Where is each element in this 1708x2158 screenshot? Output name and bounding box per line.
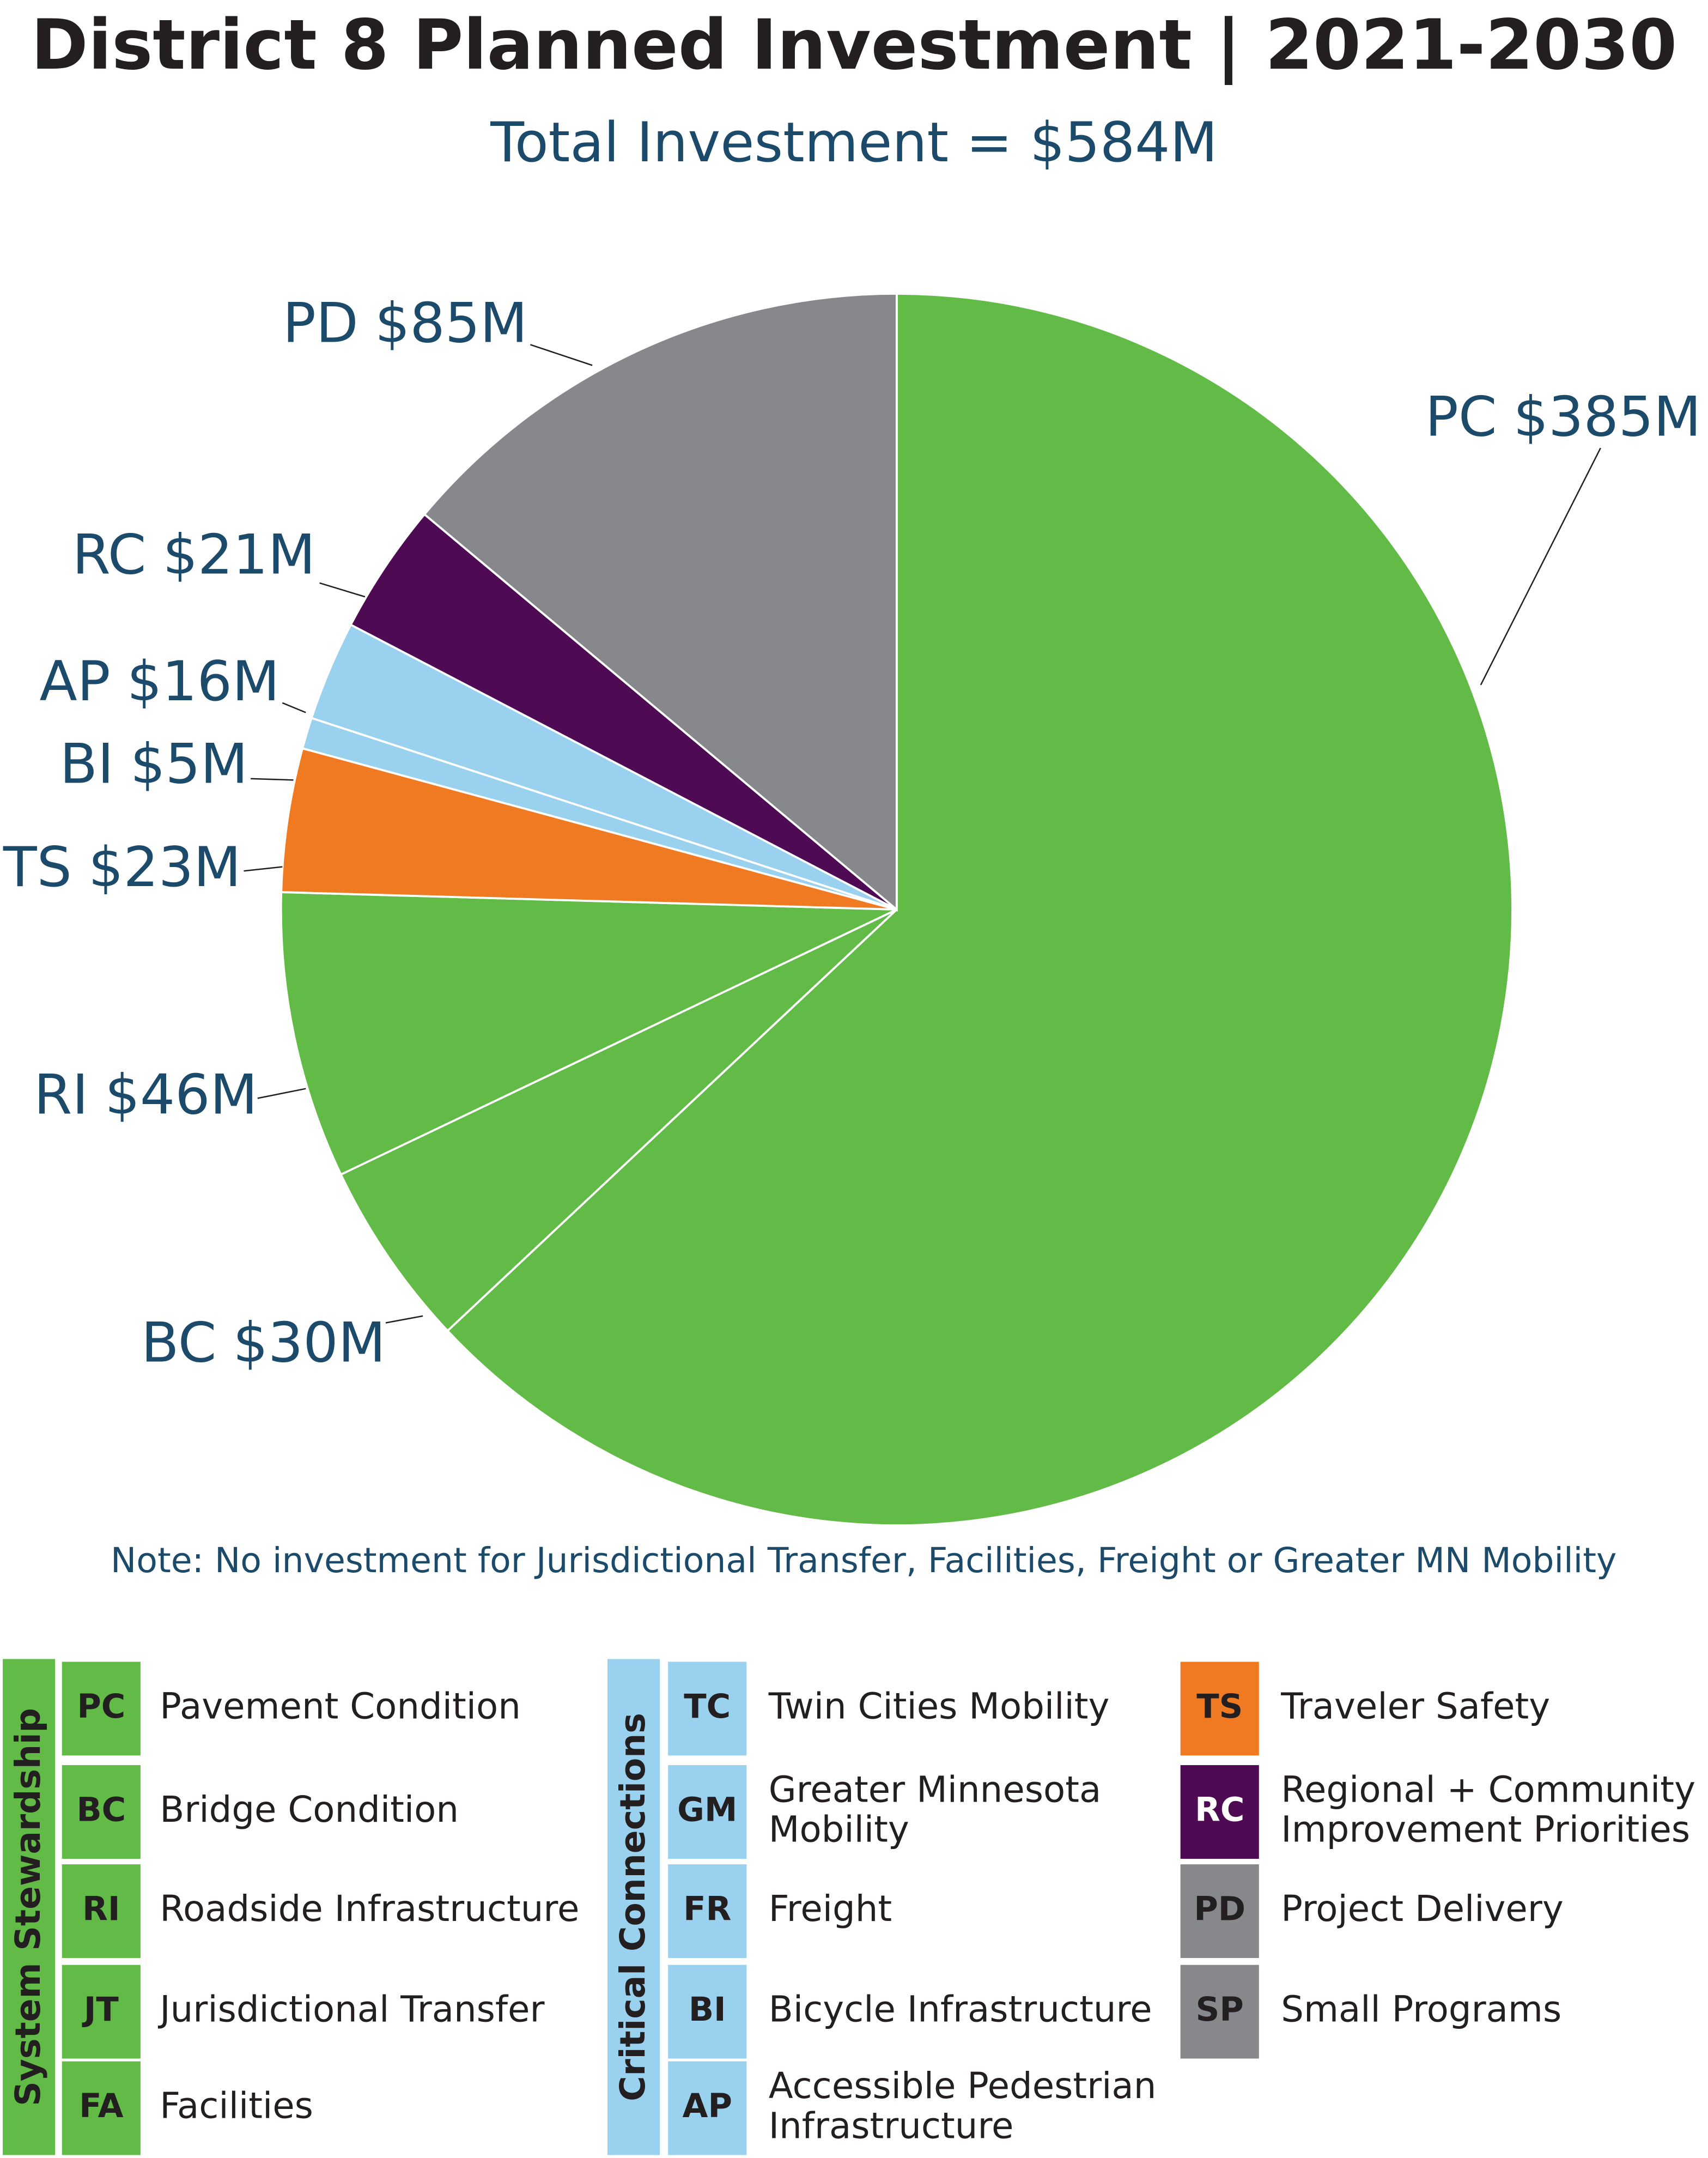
legend-swatch bbox=[62, 1765, 141, 1859]
pie-slice bbox=[279, 891, 897, 1176]
slice-value-label: $16M bbox=[127, 649, 279, 713]
slice-label: BC $30M bbox=[141, 1310, 386, 1374]
legend-label: Greater Minnesota bbox=[769, 1768, 1102, 1810]
slice-label: BI $5M bbox=[60, 731, 248, 796]
slice-label: TS $23M bbox=[3, 835, 241, 899]
legend-label: Jurisdictional Transfer bbox=[157, 1989, 545, 2030]
slice-value-label: $46M bbox=[105, 1062, 258, 1126]
legend-code: SP bbox=[1196, 1991, 1244, 2029]
legend-label: Regional + Community bbox=[1281, 1768, 1695, 1810]
legend-code: PD bbox=[1194, 1890, 1245, 1929]
legend-label: Accessible Pedestrian bbox=[769, 2065, 1157, 2107]
slice-category: PD bbox=[283, 290, 358, 355]
legend-code: FR bbox=[683, 1890, 731, 1929]
legend-swatch bbox=[668, 1864, 747, 1959]
slice-category: BC bbox=[141, 1310, 216, 1374]
legend-swatch bbox=[62, 1864, 141, 1959]
slice-value-label: $385M bbox=[1514, 384, 1701, 448]
legend-swatch bbox=[62, 1965, 141, 2059]
slice-label: PC $385M bbox=[1425, 384, 1701, 448]
legend-swatch bbox=[668, 2061, 747, 2155]
legend-code: TS bbox=[1196, 1688, 1243, 1726]
legend-label: Pavement Condition bbox=[160, 1685, 521, 1727]
legend-label: Bridge Condition bbox=[160, 1789, 459, 1830]
chart-title: District 8 Planned Investment | 2021-203… bbox=[31, 5, 1677, 85]
legend-swatch bbox=[1180, 1765, 1259, 1859]
legend-label: Bicycle Infrastructure bbox=[769, 1989, 1152, 2030]
group-title: Critical Connections bbox=[612, 1713, 653, 2101]
legend-label: Traveler Safety bbox=[1280, 1685, 1550, 1727]
legend-code: GM bbox=[677, 1791, 737, 1829]
leader-line bbox=[282, 702, 306, 713]
slice-category: BI bbox=[60, 731, 114, 796]
note: Note: No investment for Jurisdictional T… bbox=[111, 1540, 1616, 1580]
slice-label: RI $46M bbox=[34, 1062, 258, 1126]
leader-line bbox=[244, 866, 283, 872]
legend-label: Small Programs bbox=[1281, 1989, 1561, 2030]
legend-swatch bbox=[1180, 1864, 1259, 1959]
group-bar bbox=[607, 1659, 660, 2155]
pie-slice bbox=[446, 293, 1514, 1527]
group-bar bbox=[3, 1659, 56, 2155]
legend-swatch bbox=[668, 1765, 747, 1859]
legend-swatch bbox=[62, 1662, 141, 1756]
slice-category: TS bbox=[3, 835, 72, 899]
legend-swatch bbox=[668, 1965, 747, 2059]
leader-line bbox=[530, 344, 593, 366]
legend-swatch bbox=[1180, 1662, 1259, 1756]
slice-value-label: $21M bbox=[163, 522, 315, 586]
legend-code: BI bbox=[689, 1991, 726, 2029]
legend-code: TC bbox=[684, 1688, 731, 1726]
leader-line bbox=[251, 778, 294, 781]
legend-code: FA bbox=[79, 2087, 123, 2125]
legend-label: Project Delivery bbox=[1281, 1888, 1564, 1930]
slice-category: RI bbox=[34, 1062, 88, 1126]
legend-swatch bbox=[62, 2061, 141, 2155]
pie-slice bbox=[349, 513, 898, 911]
pie-slice bbox=[423, 293, 898, 912]
slice-label: PD $85M bbox=[283, 290, 527, 355]
legend-code: RC bbox=[1195, 1791, 1244, 1829]
legend-label: Facilities bbox=[160, 2085, 313, 2127]
leader-line bbox=[385, 1315, 423, 1324]
group-title: System Stewardship bbox=[8, 1708, 48, 2106]
slice-category: PC bbox=[1425, 384, 1497, 448]
slice-value-label: $30M bbox=[233, 1310, 386, 1374]
chart-subtitle: Total Investment = $584M bbox=[490, 110, 1218, 174]
legend-swatch bbox=[668, 1662, 747, 1756]
leader-line bbox=[319, 582, 366, 598]
leader-line bbox=[257, 1088, 306, 1099]
legend-label: Improvement Priorities bbox=[1281, 1809, 1690, 1851]
slice-value-label: $85M bbox=[375, 290, 527, 355]
legend-label: Infrastructure bbox=[769, 2105, 1014, 2147]
legend-label: Twin Cities Mobility bbox=[768, 1685, 1110, 1727]
slice-value-label: $5M bbox=[130, 731, 248, 796]
pie-slice bbox=[280, 747, 897, 911]
legend-swatch bbox=[1180, 1965, 1259, 2059]
legend-code: AP bbox=[683, 2087, 732, 2125]
slice-value-label: $23M bbox=[88, 835, 241, 899]
pie-slice bbox=[339, 908, 898, 1332]
leader-line bbox=[1480, 447, 1601, 686]
legend-code: RI bbox=[82, 1890, 120, 1929]
slice-label: RC $21M bbox=[72, 522, 315, 586]
legend-label: Freight bbox=[769, 1888, 892, 1930]
legend-label: Roadside Infrastructure bbox=[160, 1888, 579, 1930]
slice-category: AP bbox=[40, 649, 111, 713]
slice-category: RC bbox=[72, 522, 147, 586]
legend-code: JT bbox=[82, 1991, 119, 2029]
legend-label: Mobility bbox=[769, 1809, 909, 1851]
legend-code: PC bbox=[77, 1688, 125, 1726]
slice-label: AP $16M bbox=[40, 649, 280, 713]
legend-code: BC bbox=[76, 1791, 126, 1829]
